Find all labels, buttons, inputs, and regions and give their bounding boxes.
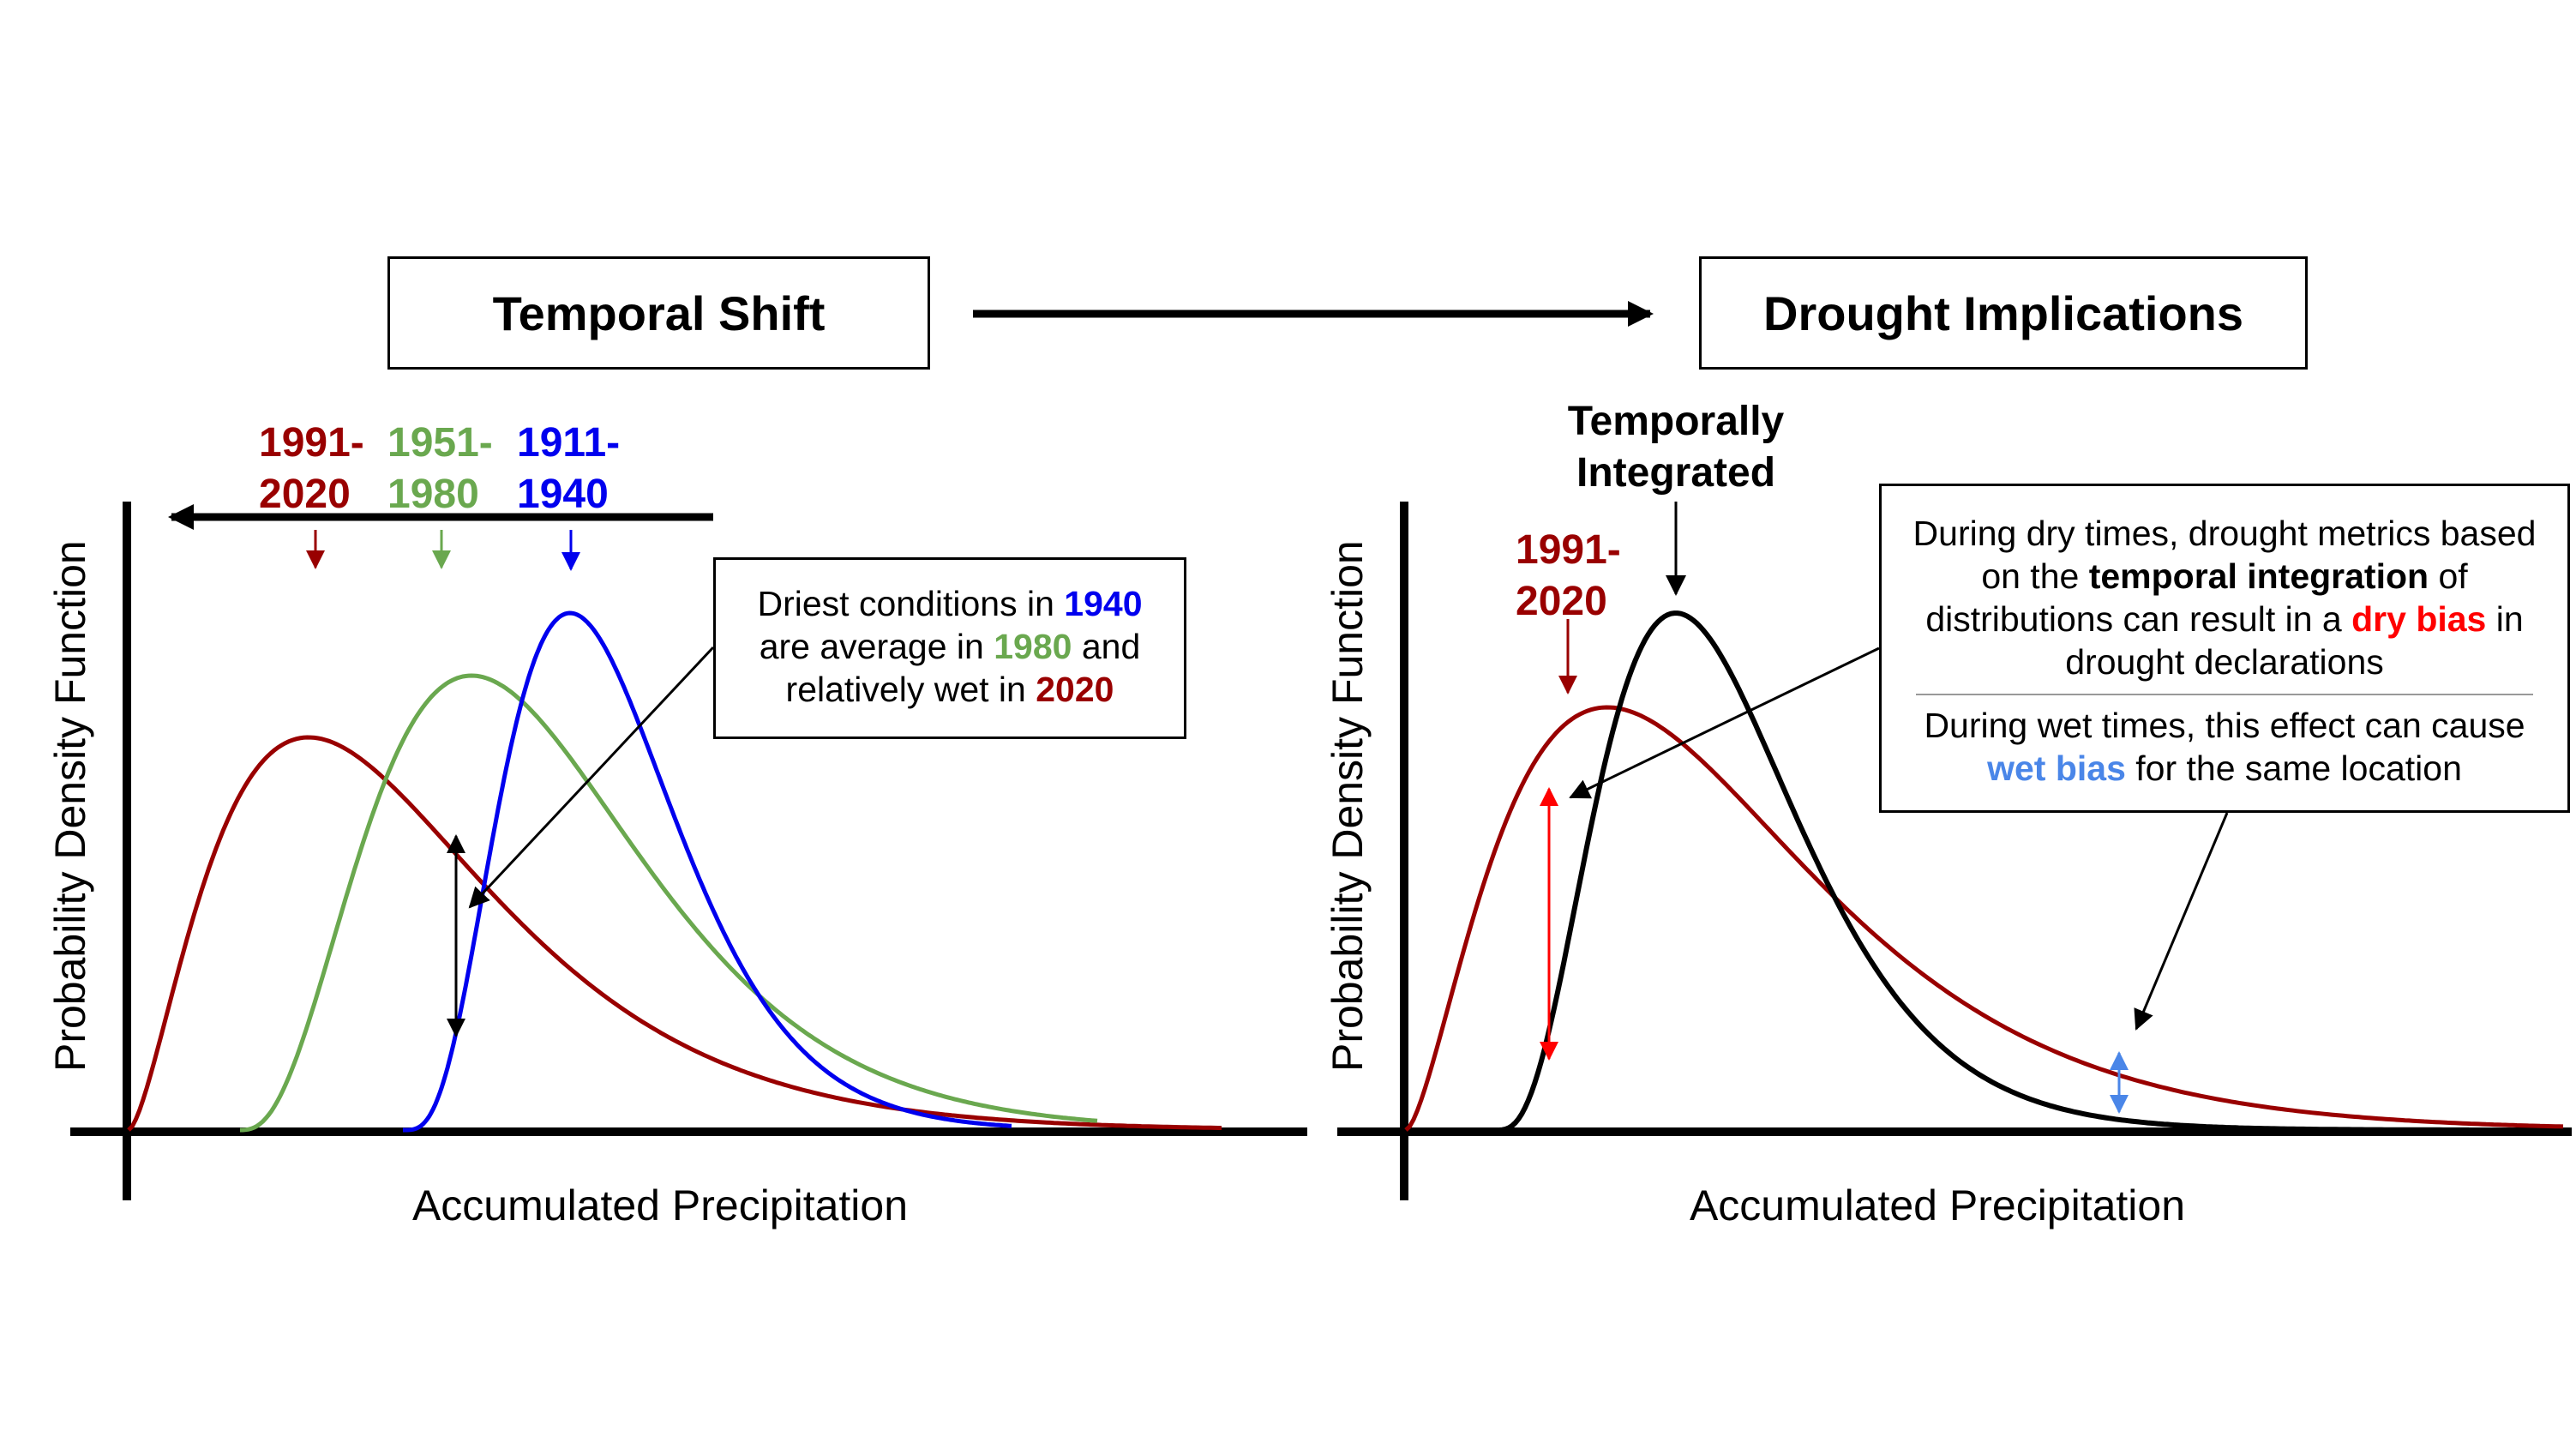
right-note-a3-line: distributions can result in a dry bias i… (1882, 598, 2567, 640)
right-note-a2-line: on the temporal integration of (1882, 555, 2567, 598)
temporally-integrated-line2: Integrated (1576, 450, 1776, 496)
right-note-b2c: for the same location (2125, 749, 2462, 788)
right-y-axis-label: Probability Density Function (1324, 540, 1372, 1072)
left-note-year-1980: 1980 (994, 627, 1072, 666)
right-note-a4: drought declarations (2065, 642, 2384, 682)
left-note-t3: and (1072, 627, 1141, 666)
right-note-pointer-wet (2134, 812, 2229, 1031)
left-y-axis-label: Probability Density Function (46, 540, 94, 1072)
curve-1991-2020 (127, 735, 1222, 1132)
period-label-1951-line2: 1980 (387, 472, 479, 517)
left-note-pointer (468, 646, 715, 909)
period-label-1991-line1: 1991- (259, 420, 364, 466)
temporally-integrated-label: Temporally Integrated (1534, 396, 1817, 499)
right-note-separator (1916, 694, 2533, 695)
left-note-line2: are average in 1980 and (716, 625, 1184, 668)
left-note-t4: relatively wet in (785, 670, 1036, 709)
period-label-1951-1980: 1951- 1980 (387, 418, 493, 520)
curve-temporally-integrated (1496, 610, 2469, 1133)
period-label-1911-line1: 1911- (517, 420, 621, 466)
left-x-axis-label: Accumulated Precipitation (411, 1181, 909, 1230)
header-drought-implications: Drought Implications (1699, 256, 2308, 370)
temporally-integrated-line1: Temporally (1567, 399, 1785, 444)
right-note-wet-bias: wet bias (1987, 749, 2126, 788)
right-period-line2: 2020 (1516, 579, 1607, 624)
left-note-year-2020: 2020 (1036, 670, 1114, 709)
period-label-1991-line2: 2020 (259, 472, 351, 517)
right-note-a3c: in (2486, 599, 2524, 639)
header-temporal-shift-label: Temporal Shift (492, 286, 826, 340)
period-label-1951-line1: 1951- (387, 420, 493, 466)
header-drought-implications-label: Drought Implications (1763, 286, 2243, 340)
period-label-1991-2020: 1991- 2020 (259, 418, 364, 520)
left-note-t2: are average in (759, 627, 994, 666)
left-note-t1: Driest conditions in (757, 584, 1065, 623)
curve-1911-1940 (403, 610, 1012, 1133)
curve-right-1991-2020 (1404, 705, 2564, 1132)
right-note-a3: distributions can result in a (1925, 599, 2352, 639)
right-x-axis-label: Accumulated Precipitation (1689, 1181, 2186, 1230)
right-period-label-1991-2020: 1991- 2020 (1516, 525, 1621, 628)
right-note-a1: During dry times, drought metrics based (1912, 514, 2537, 553)
period-label-1911-1940: 1911- 1940 (517, 418, 620, 520)
left-note-line1: Driest conditions in 1940 (716, 582, 1184, 625)
right-note-box: During dry times, drought metrics based … (1879, 484, 2570, 813)
right-note-b1: During wet times, this effect can cause (1924, 706, 2525, 745)
left-note-line3: relatively wet in 2020 (716, 668, 1184, 711)
header-temporal-shift: Temporal Shift (387, 256, 930, 370)
right-note-a2c: of (2429, 556, 2468, 596)
left-note-year-1940: 1940 (1064, 584, 1143, 623)
period-label-1911-line2: 1940 (517, 472, 609, 517)
right-note-b2-line: wet bias for the same location (1882, 747, 2567, 790)
right-note-pointer-dry (1569, 646, 1880, 799)
left-note-box: Driest conditions in 1940 are average in… (713, 557, 1186, 739)
curve-1951-1980 (240, 673, 1098, 1133)
right-note-a2b: temporal integration (2088, 556, 2429, 596)
right-period-line1: 1991- (1516, 527, 1621, 573)
right-note-dry-bias: dry bias (2351, 599, 2487, 639)
right-note-a2: on the (1981, 556, 2089, 596)
